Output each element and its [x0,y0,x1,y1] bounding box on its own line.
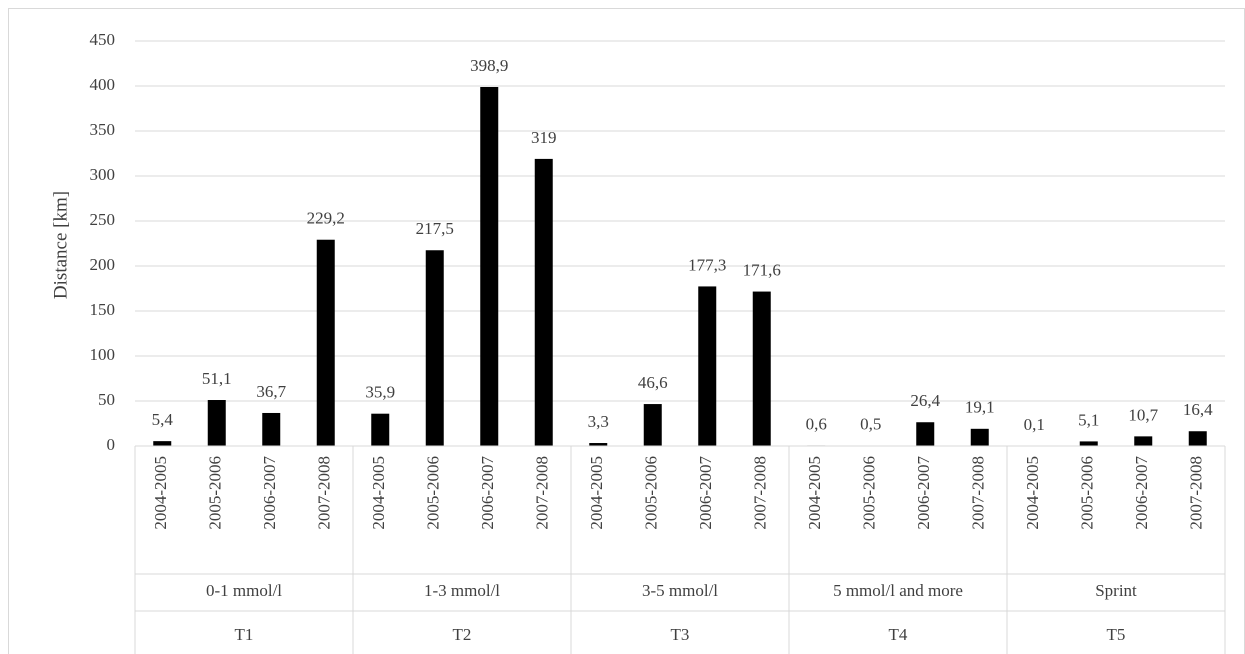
value-label: 36,7 [256,382,286,401]
bar [207,400,226,446]
chart-frame [8,8,1245,654]
x-tick-label: 2006-2007 [696,456,715,530]
group-label: 1-3 mmol/l [424,581,500,600]
group-label: 5 mmol/l and more [833,581,963,600]
x-tick-label: 2005-2006 [424,456,443,530]
x-tick-label: 2004-2005 [587,456,606,530]
group-label: Sprint [1095,581,1137,600]
x-tick-label: 2006-2007 [914,456,933,530]
y-tick-label: 150 [90,300,116,319]
group-label: 0-1 mmol/l [206,581,282,600]
x-tick-label: 2004-2005 [151,456,170,530]
bar [589,443,608,446]
value-label: 171,6 [743,260,781,279]
y-tick-label: 0 [107,435,116,454]
x-tick-label: 2006-2007 [478,456,497,530]
bar [262,412,281,446]
y-tick-label: 400 [90,75,116,94]
group-code-label: T5 [1107,625,1126,644]
bar [698,286,717,446]
x-tick-label: 2005-2006 [860,456,879,530]
value-label: 0,1 [1024,415,1045,434]
value-label: 35,9 [365,383,395,402]
group-code-label: T1 [235,625,254,644]
x-tick-label: 2007-2008 [969,456,988,530]
bar [425,250,444,446]
value-label: 16,4 [1183,400,1213,419]
group-code-label: T3 [671,625,690,644]
y-tick-label: 250 [90,210,116,229]
value-label: 177,3 [688,255,726,274]
x-tick-label: 2004-2005 [805,456,824,530]
value-label: 5,4 [152,410,174,429]
value-label: 0,6 [806,414,827,433]
x-tick-label: 2006-2007 [260,456,279,530]
bar [1134,436,1153,446]
y-tick-label: 300 [90,165,116,184]
x-tick-label: 2006-2007 [1132,456,1151,530]
y-tick-label: 50 [98,390,115,409]
value-label: 51,1 [202,369,232,388]
bar [1188,431,1207,446]
value-label: 10,7 [1128,405,1158,424]
value-label: 19,1 [965,398,995,417]
value-label: 217,5 [416,219,454,238]
value-label: 319 [531,128,557,147]
group-code-label: T2 [453,625,472,644]
value-label: 398,9 [470,56,508,75]
x-tick-label: 2007-2008 [315,456,334,530]
y-tick-label: 200 [90,255,116,274]
bar [316,239,335,446]
value-label: 3,3 [588,412,609,431]
bar [371,413,390,446]
y-axis-label: Distance [km] [50,191,71,299]
bar [970,428,989,446]
x-tick-label: 2005-2006 [206,456,225,530]
value-label: 5,1 [1078,410,1099,429]
bar [1079,441,1098,446]
bar [643,404,662,446]
x-tick-label: 2005-2006 [642,456,661,530]
bar [752,291,771,446]
bar [480,86,499,447]
bar [916,422,935,446]
bar [534,158,553,446]
x-tick-label: 2007-2008 [751,456,770,530]
x-tick-label: 2005-2006 [1078,456,1097,530]
x-tick-label: 2007-2008 [533,456,552,530]
value-label: 46,6 [638,373,668,392]
value-label: 229,2 [307,209,345,228]
value-label: 26,4 [910,391,940,410]
bar [153,441,172,446]
y-tick-label: 350 [90,120,116,139]
y-tick-label: 450 [90,30,116,49]
y-tick-label: 100 [90,345,116,364]
x-tick-label: 2007-2008 [1187,456,1206,530]
value-label: 0,5 [860,414,881,433]
x-tick-label: 2004-2005 [369,456,388,530]
x-tick-label: 2004-2005 [1023,456,1042,530]
group-code-label: T4 [889,625,908,644]
group-label: 3-5 mmol/l [642,581,718,600]
